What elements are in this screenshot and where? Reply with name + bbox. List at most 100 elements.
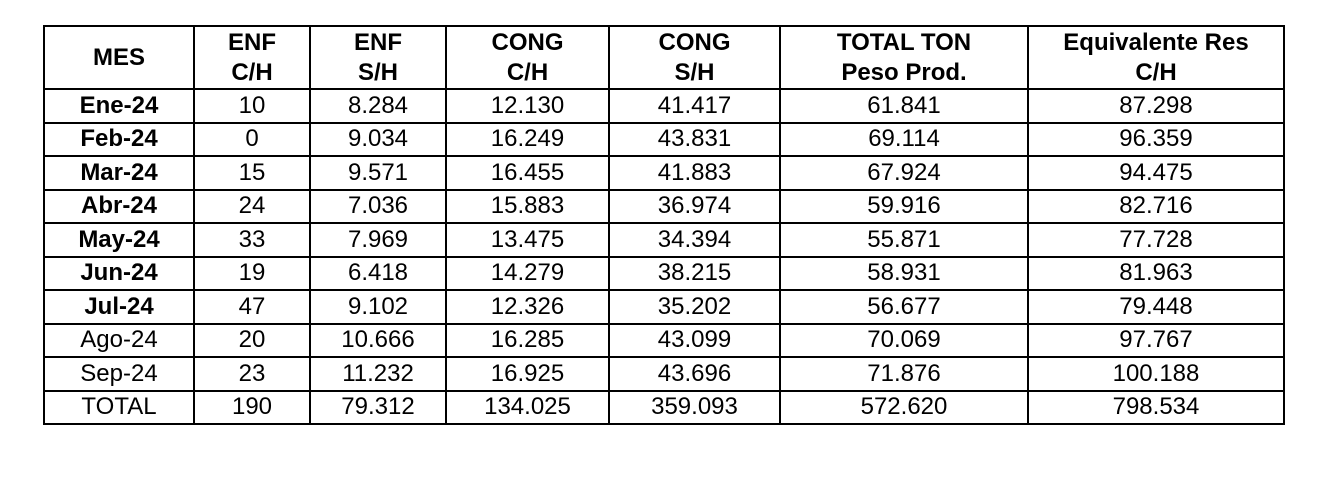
- month-cell: Sep-24: [43, 356, 195, 392]
- header-enf-sh-line2: S/H: [357, 58, 398, 86]
- cell-cong-sh: 38.215: [608, 255, 781, 291]
- cell-cong-sh: 43.696: [608, 356, 781, 392]
- cell-cong-ch: 16.455: [445, 155, 610, 191]
- cell-enf-ch-total: 190: [193, 389, 311, 425]
- table-row-jul-24: Jul-24 47 9.102 12.326 35.202 56.677 79.…: [43, 289, 1285, 325]
- header-equivalente-res: Equivalente Res C/H: [1027, 25, 1285, 90]
- header-cong-ch: CONG C/H: [445, 25, 610, 90]
- cell-total-ton-total: 572.620: [779, 389, 1029, 425]
- cell-enf-sh: 9.571: [309, 155, 447, 191]
- cell-enf-ch: 10: [193, 88, 311, 124]
- table-row-total: TOTAL 190 79.312 134.025 359.093 572.620…: [43, 389, 1285, 425]
- cell-cong-sh-total: 359.093: [608, 389, 781, 425]
- cell-enf-ch: 20: [193, 322, 311, 358]
- cell-enf-sh: 7.969: [309, 222, 447, 258]
- cell-equivalente-res: 79.448: [1027, 289, 1285, 325]
- cell-total-ton: 55.871: [779, 222, 1029, 258]
- cell-equivalente-res: 96.359: [1027, 121, 1285, 157]
- header-enf-sh-line1: ENF: [354, 29, 402, 57]
- table-row-abr-24: Abr-24 24 7.036 15.883 36.974 59.916 82.…: [43, 188, 1285, 224]
- table-row-ene-24: Ene-24 10 8.284 12.130 41.417 61.841 87.…: [43, 88, 1285, 124]
- cell-enf-sh: 10.666: [309, 322, 447, 358]
- cell-cong-sh: 43.099: [608, 322, 781, 358]
- cell-total-ton: 67.924: [779, 155, 1029, 191]
- cell-equivalente-res: 87.298: [1027, 88, 1285, 124]
- cell-cong-sh: 35.202: [608, 289, 781, 325]
- cell-enf-ch: 23: [193, 356, 311, 392]
- header-mes-line1: MES: [92, 43, 145, 71]
- header-cong-sh-line1: CONG: [658, 29, 731, 57]
- cell-cong-ch: 12.326: [445, 289, 610, 325]
- cell-enf-sh: 9.034: [309, 121, 447, 157]
- cell-enf-sh: 7.036: [309, 188, 447, 224]
- cell-total-ton: 56.677: [779, 289, 1029, 325]
- cell-equivalente-res-total: 798.534: [1027, 389, 1285, 425]
- header-cong-ch-line2: C/H: [506, 58, 549, 86]
- header-row: MES ENF C/H ENF S/H CONG C/H CONG S/H TOTAL …: [43, 25, 1285, 90]
- cell-equivalente-res: 82.716: [1027, 188, 1285, 224]
- cell-cong-ch: 16.249: [445, 121, 610, 157]
- table-row-mar-24: Mar-24 15 9.571 16.455 41.883 67.924 94.…: [43, 155, 1285, 191]
- table-row-may-24: May-24 33 7.969 13.475 34.394 55.871 77.…: [43, 222, 1285, 258]
- cell-cong-ch-total: 134.025: [445, 389, 610, 425]
- cell-total-ton: 69.114: [779, 121, 1029, 157]
- cell-total-ton: 59.916: [779, 188, 1029, 224]
- cell-equivalente-res: 100.188: [1027, 356, 1285, 392]
- cell-cong-sh: 36.974: [608, 188, 781, 224]
- header-enf-ch-line1: ENF: [228, 29, 276, 57]
- cell-cong-sh: 41.883: [608, 155, 781, 191]
- header-equivalente-res-line1: Equivalente Res: [1063, 29, 1249, 57]
- cell-cong-sh: 43.831: [608, 121, 781, 157]
- cell-total-ton: 61.841: [779, 88, 1029, 124]
- month-cell: Jun-24: [43, 255, 195, 291]
- header-cong-sh: CONG S/H: [608, 25, 781, 90]
- header-mes: MES: [43, 25, 195, 90]
- cell-total-ton: 58.931: [779, 255, 1029, 291]
- header-total-ton: TOTAL TON Peso Prod.: [779, 25, 1029, 90]
- cell-cong-sh: 34.394: [608, 222, 781, 258]
- cell-equivalente-res: 94.475: [1027, 155, 1285, 191]
- cell-total-ton: 70.069: [779, 322, 1029, 358]
- cell-cong-ch: 15.883: [445, 188, 610, 224]
- cell-enf-sh-total: 79.312: [309, 389, 447, 425]
- cell-enf-ch: 0: [193, 121, 311, 157]
- month-cell: Ene-24: [43, 88, 195, 124]
- table-row-ago-24: Ago-24 20 10.666 16.285 43.099 70.069 97…: [43, 322, 1285, 358]
- month-cell: Feb-24: [43, 121, 195, 157]
- header-enf-ch: ENF C/H: [193, 25, 311, 90]
- cell-equivalente-res: 97.767: [1027, 322, 1285, 358]
- cell-cong-ch: 12.130: [445, 88, 610, 124]
- month-cell: Ago-24: [43, 322, 195, 358]
- cell-cong-ch: 13.475: [445, 222, 610, 258]
- month-cell: Abr-24: [43, 188, 195, 224]
- cell-enf-ch: 19: [193, 255, 311, 291]
- cell-enf-sh: 11.232: [309, 356, 447, 392]
- cell-enf-sh: 6.418: [309, 255, 447, 291]
- total-label-cell: TOTAL: [43, 389, 195, 425]
- production-table: MES ENF C/H ENF S/H CONG C/H CONG S/H TOTAL …: [43, 25, 1285, 425]
- header-cong-ch-line1: CONG: [491, 29, 564, 57]
- month-cell: May-24: [43, 222, 195, 258]
- header-cong-sh-line2: S/H: [674, 58, 715, 86]
- cell-cong-ch: 16.285: [445, 322, 610, 358]
- table-row-sep-24: Sep-24 23 11.232 16.925 43.696 71.876 10…: [43, 356, 1285, 392]
- cell-enf-ch: 15: [193, 155, 311, 191]
- cell-enf-ch: 24: [193, 188, 311, 224]
- table-row-feb-24: Feb-24 0 9.034 16.249 43.831 69.114 96.3…: [43, 121, 1285, 157]
- header-equivalente-res-line2: C/H: [1135, 58, 1177, 86]
- table-row-jun-24: Jun-24 19 6.418 14.279 38.215 58.931 81.…: [43, 255, 1285, 291]
- month-cell: Mar-24: [43, 155, 195, 191]
- cell-cong-ch: 16.925: [445, 356, 610, 392]
- header-enf-ch-line2: C/H: [231, 58, 273, 86]
- cell-cong-sh: 41.417: [608, 88, 781, 124]
- cell-cong-ch: 14.279: [445, 255, 610, 291]
- cell-enf-sh: 8.284: [309, 88, 447, 124]
- month-cell: Jul-24: [43, 289, 195, 325]
- cell-equivalente-res: 77.728: [1027, 222, 1285, 258]
- cell-enf-ch: 33: [193, 222, 311, 258]
- cell-enf-ch: 47: [193, 289, 311, 325]
- header-total-ton-line1: TOTAL TON: [836, 29, 972, 57]
- header-total-ton-line2: Peso Prod.: [841, 58, 967, 86]
- header-enf-sh: ENF S/H: [309, 25, 447, 90]
- cell-total-ton: 71.876: [779, 356, 1029, 392]
